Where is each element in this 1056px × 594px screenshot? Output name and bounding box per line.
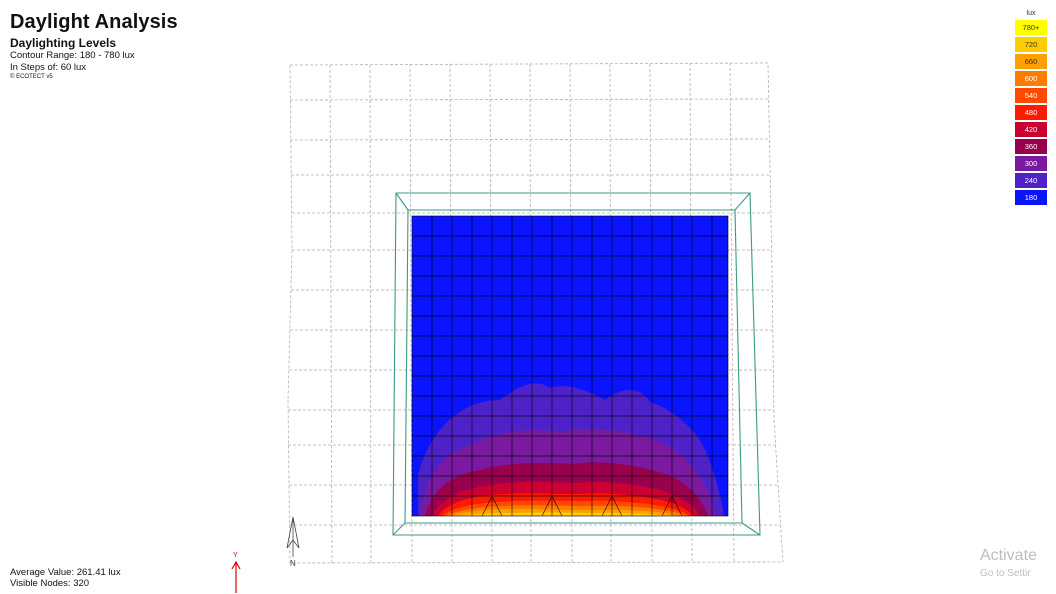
legend-swatch-180: 180 xyxy=(1015,190,1047,205)
y-axis-label: Y xyxy=(233,552,238,559)
legend-swatch-720: 720 xyxy=(1015,37,1047,52)
legend-swatch-480: 480 xyxy=(1015,105,1047,120)
legend-swatch-360: 360 xyxy=(1015,139,1047,154)
analysis-title: Daylight Analysis xyxy=(10,11,178,33)
watermark-line-1: Activate xyxy=(980,547,1037,564)
daylight-contour-surface xyxy=(412,216,728,516)
analysis-stats: Average Value: 261.41 lux Visible Nodes:… xyxy=(10,567,121,589)
analysis-mesh xyxy=(411,215,729,517)
watermark-line-2: Go to Settir xyxy=(980,568,1031,579)
contour-band-720 xyxy=(456,512,672,516)
contour-steps-text: In Steps of: 60 lux xyxy=(10,61,87,73)
average-value-text: Average Value: 261.41 lux xyxy=(10,567,121,578)
legend-swatch-240: 240 xyxy=(1015,173,1047,188)
legend-swatch-660: 660 xyxy=(1015,54,1047,69)
north-compass-icon xyxy=(286,516,300,557)
lux-legend: lux 780+ 720 660 600 540 480 420 360 300 240 180 xyxy=(1015,10,1047,207)
copyright-text: © ECOTECT v5 xyxy=(10,74,53,80)
y-axis-arrow-icon xyxy=(231,560,241,593)
north-label: N xyxy=(290,559,296,568)
visible-nodes-text: Visible Nodes: 320 xyxy=(10,578,90,589)
analysis-subtitle: Daylighting Levels xyxy=(10,36,117,50)
legend-swatch-600: 600 xyxy=(1015,71,1047,86)
legend-swatches: 780+ 720 660 600 540 480 420 360 300 240 180 xyxy=(1015,20,1047,205)
analysis-header: Daylight Analysis Daylighting Levels Con… xyxy=(10,12,178,80)
legend-swatch-420: 420 xyxy=(1015,122,1047,137)
contour-range-text: Contour Range: 180 - 780 lux xyxy=(10,50,135,61)
room-outline xyxy=(392,192,761,536)
legend-swatch-540: 540 xyxy=(1015,88,1047,103)
legend-swatch-780plus: 780+ xyxy=(1015,20,1047,35)
legend-swatch-300: 300 xyxy=(1015,156,1047,171)
legend-unit: lux xyxy=(1026,10,1036,17)
activation-watermark: Activate Go to Settir xyxy=(980,548,1037,579)
